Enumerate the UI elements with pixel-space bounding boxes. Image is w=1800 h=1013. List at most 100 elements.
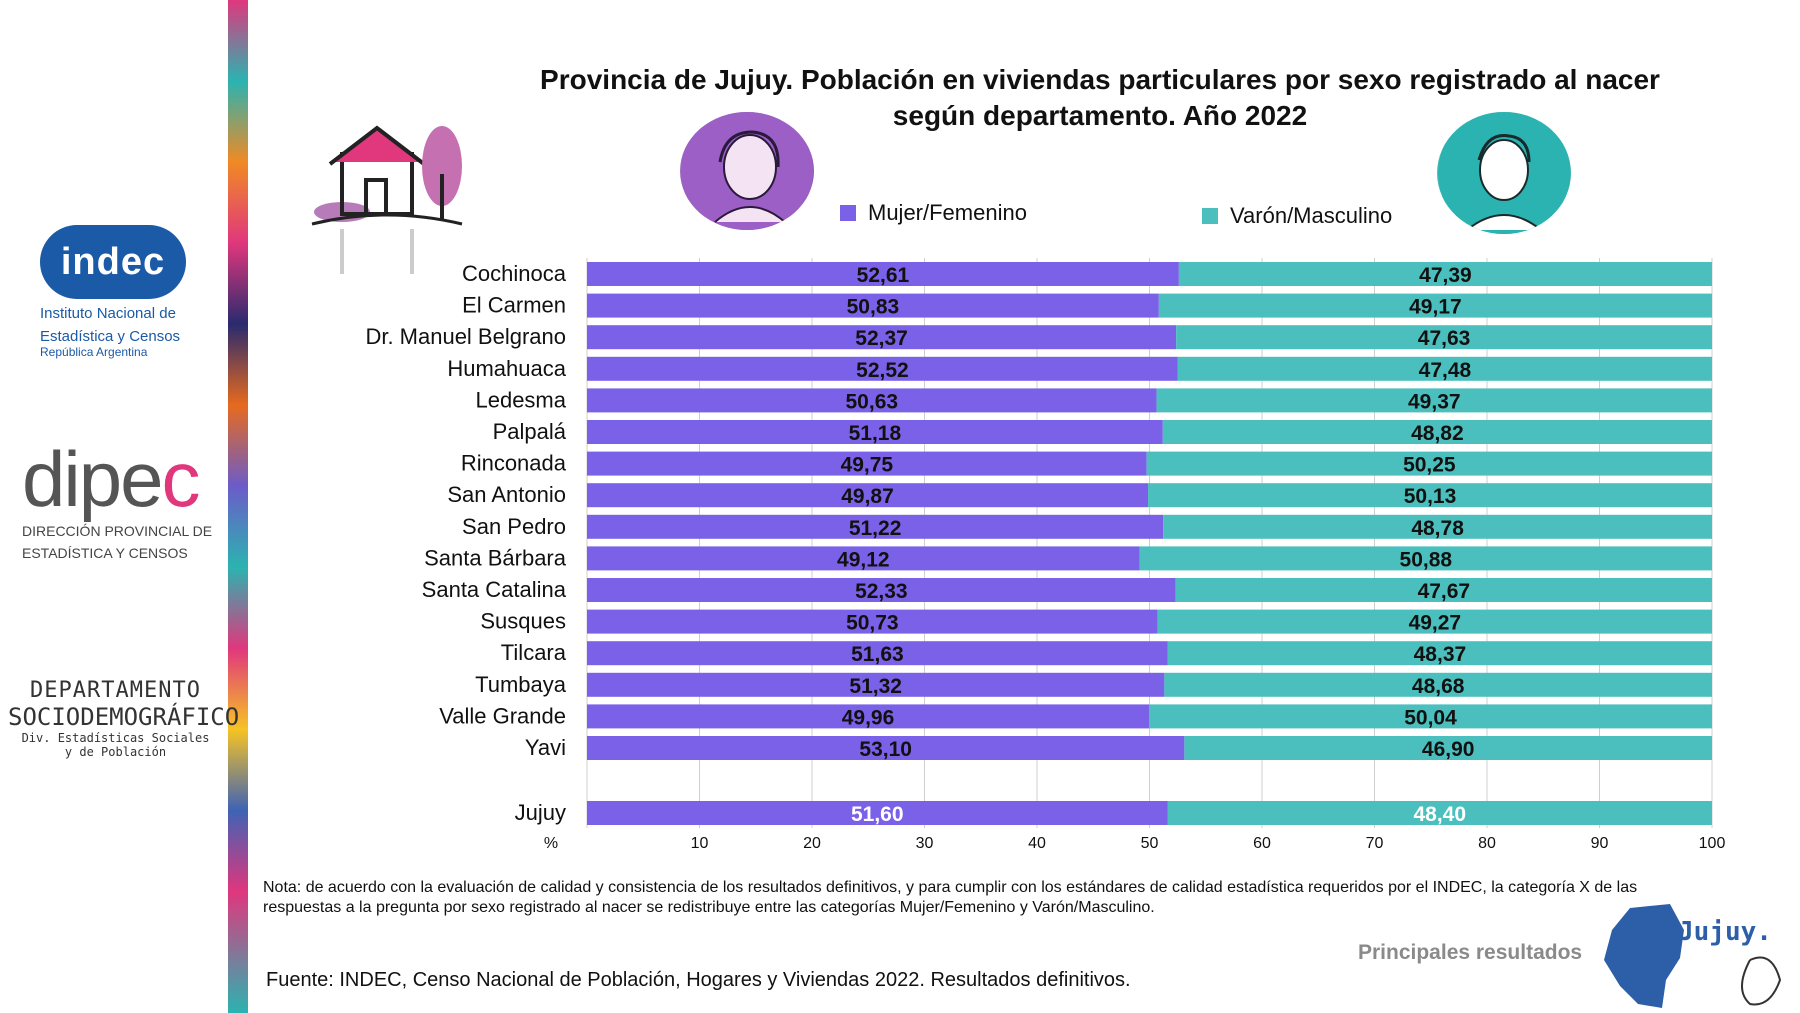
data-label-female: 51,60	[851, 803, 904, 826]
category-label: Rinconada	[461, 451, 567, 476]
data-label-female: 52,33	[855, 580, 908, 603]
bar-male	[1162, 420, 1712, 444]
category-label: Jujuy	[515, 800, 566, 825]
bar-male	[1156, 388, 1712, 413]
data-label-female: 50,63	[846, 390, 899, 413]
bar-female	[587, 514, 1164, 539]
category-label: Dr. Manuel Belgrano	[365, 324, 566, 349]
tick-label: 90	[1591, 835, 1609, 852]
data-label-female: 50,73	[846, 612, 899, 635]
bar-female	[587, 546, 1140, 571]
tick-label: 10	[691, 835, 709, 852]
legend-male-swatch	[1202, 208, 1218, 224]
category-label: Tumbaya	[475, 672, 567, 697]
bar-male	[1175, 578, 1712, 602]
methodology-note: Nota: de acuerdo con la evaluación de ca…	[263, 879, 1638, 916]
data-label-male: 49,37	[1408, 390, 1461, 413]
bar-male	[1163, 514, 1712, 539]
category-label: Cochinoca	[462, 261, 567, 286]
bar-male	[1158, 293, 1712, 318]
tick-label: 20	[803, 835, 821, 852]
dipec-word-end: c	[161, 435, 200, 523]
bar-female	[587, 420, 1163, 444]
data-label-male: 48,37	[1414, 643, 1467, 666]
dipec-line-2: ESTADÍSTICA Y CENSOS	[22, 545, 188, 561]
bar-male	[1167, 641, 1712, 666]
bar-female	[587, 483, 1149, 508]
data-label-male: 50,25	[1403, 454, 1456, 477]
data-label-male: 48,78	[1411, 517, 1464, 540]
brand-province: Jujuy.	[1678, 917, 1772, 947]
tick-label: 80	[1478, 835, 1496, 852]
jujuy-map-icon: Jujuy.	[1604, 904, 1782, 1008]
bar-female	[587, 736, 1185, 760]
data-label-female: 49,12	[837, 548, 890, 571]
category-label: Humahuaca	[447, 356, 566, 381]
category-label: Santa Bárbara	[424, 545, 567, 570]
bar-female	[587, 578, 1176, 602]
bar-female	[587, 641, 1168, 666]
data-label-male: 47,48	[1419, 359, 1472, 382]
data-label-female: 51,32	[849, 675, 902, 698]
data-label-female: 49,87	[841, 485, 894, 508]
category-label: San Antonio	[447, 482, 566, 507]
chart-title-line-1: Provincia de Jujuy. Población en viviend…	[540, 64, 1660, 95]
bar-female	[587, 262, 1179, 286]
category-label: Yavi	[525, 735, 566, 760]
legend-male: Varón/Masculino	[1202, 203, 1392, 229]
bar-female	[587, 609, 1158, 634]
house-icon	[311, 125, 463, 274]
results-label: Principales resultados	[1358, 941, 1583, 964]
data-label-male: 50,13	[1404, 485, 1457, 508]
legend-female-swatch	[840, 205, 856, 221]
dipec-word: dipe	[22, 435, 163, 523]
tick-label: 40	[1028, 835, 1046, 852]
data-label-female: 49,75	[841, 454, 894, 477]
data-label-male: 47,67	[1418, 580, 1471, 603]
data-label-male: 49,27	[1409, 612, 1462, 635]
depto-line-1: DEPARTAMENTO	[30, 678, 201, 703]
bar-male	[1167, 801, 1712, 825]
bar-male	[1148, 483, 1712, 508]
data-label-female: 52,52	[856, 359, 909, 382]
bar-female	[587, 451, 1147, 476]
data-label-male: 48,68	[1412, 675, 1465, 698]
bar-male	[1139, 546, 1712, 571]
male-avatar-icon	[1437, 112, 1571, 234]
tick-label: 60	[1253, 835, 1271, 852]
bar-female	[587, 325, 1177, 350]
bar-male	[1164, 672, 1712, 697]
category-label: Santa Catalina	[422, 577, 567, 602]
legend-female: Mujer/Femenino	[840, 200, 1027, 226]
category-label: Ledesma	[475, 387, 566, 412]
bar-male	[1184, 736, 1712, 760]
bar-female	[587, 672, 1165, 697]
legend-female-label: Mujer/Femenino	[868, 200, 1027, 225]
data-label-female: 52,37	[855, 327, 908, 350]
indec-wordmark: indec	[40, 225, 186, 299]
bar-male	[1177, 356, 1712, 381]
tick-label: 50	[1141, 835, 1159, 852]
bar-female	[587, 388, 1157, 413]
category-label: Valle Grande	[439, 703, 566, 728]
chart-title: Provincia de Jujuy. Población en viviend…	[470, 62, 1730, 134]
bar-male	[1157, 609, 1712, 634]
bar-female	[587, 801, 1168, 825]
dipec-wordmark: dipec	[22, 440, 222, 518]
data-label-male: 48,82	[1411, 422, 1464, 445]
data-label-male: 46,90	[1422, 738, 1475, 761]
data-label-female: 51,63	[851, 643, 904, 666]
decorative-stripe	[228, 0, 248, 1013]
indec-logo: indec Instituto Nacional de Estadística …	[40, 225, 200, 359]
indec-line-2: Estadística y Censos	[40, 328, 181, 345]
data-label-female: 50,83	[847, 296, 900, 319]
indec-line-3: República Argentina	[40, 345, 148, 359]
departamento-logo: DEPARTAMENTO SOCIODEMOGRÁFICO Div. Estad…	[8, 678, 239, 759]
category-label: Tilcara	[501, 640, 567, 665]
category-label: El Carmen	[462, 293, 566, 318]
data-label-female: 52,61	[857, 264, 910, 287]
data-label-female: 51,22	[849, 517, 902, 540]
tick-label: 100	[1699, 835, 1726, 852]
x-axis-label: %	[544, 835, 558, 852]
